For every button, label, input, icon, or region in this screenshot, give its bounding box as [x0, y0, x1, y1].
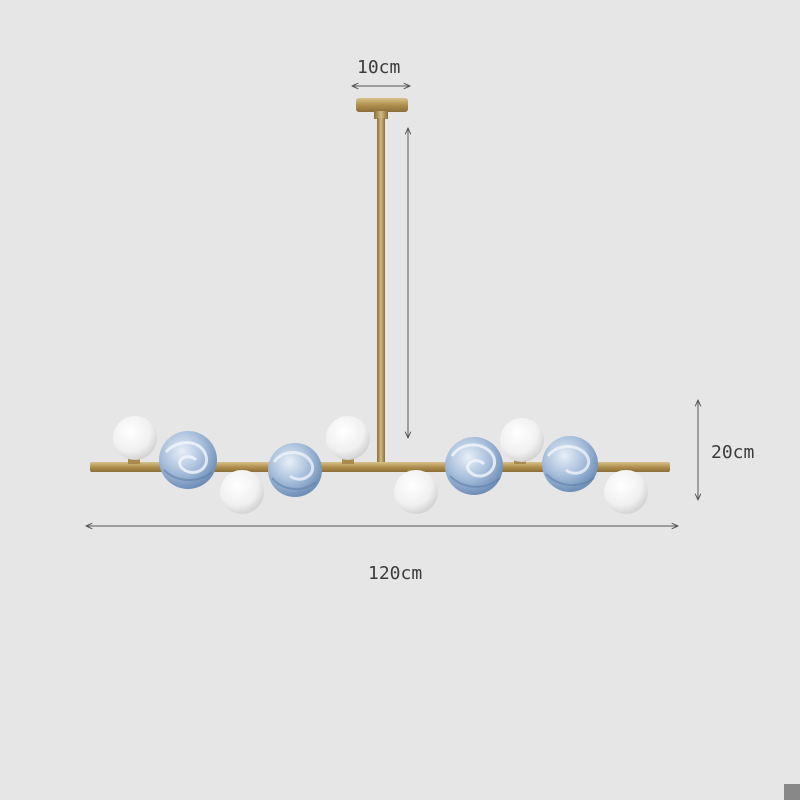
fixture-height-label: 20cm: [711, 442, 755, 463]
canopy-collar: [374, 111, 388, 119]
marbled-globe: [159, 431, 217, 489]
opal-globe: [326, 416, 370, 460]
corner-mark: [784, 784, 800, 800]
fixture-length-label: 120cm: [368, 563, 423, 584]
marbled-globe: [268, 443, 322, 497]
marbled-globe: [445, 437, 503, 495]
opal-globe: [220, 470, 264, 514]
opal-globe: [500, 418, 544, 462]
opal-globe: [113, 416, 157, 460]
opal-globe: [604, 470, 648, 514]
ceiling-canopy: [356, 98, 408, 112]
horizontal-bar: [90, 462, 670, 472]
canopy-width-label: 10cm: [357, 57, 401, 78]
marbled-globe: [542, 436, 598, 492]
opal-globe: [394, 470, 438, 514]
down-rod: [377, 118, 385, 466]
